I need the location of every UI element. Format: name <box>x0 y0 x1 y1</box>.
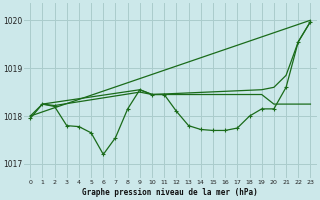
X-axis label: Graphe pression niveau de la mer (hPa): Graphe pression niveau de la mer (hPa) <box>83 188 258 197</box>
